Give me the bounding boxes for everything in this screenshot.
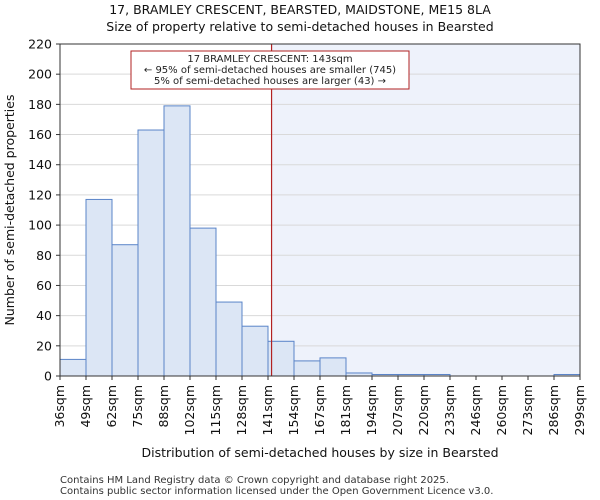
y-axis-ticks: 0 20 40 60 80 100 120 140 160 180 200 220 <box>28 37 60 384</box>
x-tick-label: 246sqm <box>468 385 483 435</box>
annotation-line-address: 17 BRAMLEY CRESCENT: 143sqm <box>187 54 352 65</box>
x-tick-label: 286sqm <box>546 385 561 435</box>
x-tick-label: 207sqm <box>390 385 405 435</box>
bar-36sqm <box>59 358 87 377</box>
x-tick-label: 299sqm <box>572 385 587 435</box>
x-tick-label: 167sqm <box>312 385 327 435</box>
chart-subtitle: Size of property relative to semi-detach… <box>106 19 493 34</box>
bar-167sqm <box>319 357 347 377</box>
x-tick-label: 260sqm <box>494 385 509 435</box>
x-tick-label: 75sqm <box>130 385 145 428</box>
x-tick-label: 49sqm <box>78 385 93 428</box>
larger-properties-region <box>271 44 580 376</box>
y-axis-label: Number of semi-detached properties <box>2 95 17 326</box>
x-tick-label: 194sqm <box>364 385 379 435</box>
y-tick-label: 160 <box>28 127 52 142</box>
x-tick-label: 220sqm <box>416 385 431 435</box>
x-tick-label: 128sqm <box>234 385 249 435</box>
annotation-line-smaller: ← 95% of semi-detached houses are smalle… <box>144 65 396 76</box>
y-tick-label: 60 <box>36 278 52 293</box>
y-tick-label: 140 <box>28 157 52 172</box>
y-tick-label: 20 <box>36 338 52 353</box>
x-tick-label: 154sqm <box>286 385 301 435</box>
x-axis-label: Distribution of semi-detached houses by … <box>141 445 498 460</box>
bar-115sqm <box>215 301 243 377</box>
x-tick-label: 233sqm <box>442 385 457 435</box>
x-tick-label: 62sqm <box>104 385 119 428</box>
bar-49sqm <box>85 198 113 377</box>
x-tick-label: 115sqm <box>208 385 223 435</box>
y-tick-label: 200 <box>28 67 52 82</box>
property-annotation: 17 BRAMLEY CRESCENT: 143sqm ← 95% of sem… <box>130 50 410 90</box>
chart-title-address: 17, BRAMLEY CRESCENT, BEARSTED, MAIDSTON… <box>109 2 491 17</box>
bar-88sqm <box>163 105 191 377</box>
x-tick-label: 273sqm <box>520 385 535 435</box>
annotation-line-larger: 5% of semi-detached houses are larger (4… <box>154 76 386 87</box>
bar-154sqm <box>293 360 321 377</box>
footer-licence: Contains public sector information licen… <box>60 486 493 497</box>
y-tick-label: 220 <box>28 37 52 52</box>
y-tick-label: 180 <box>28 97 52 112</box>
bar-62sqm <box>111 244 139 377</box>
x-tick-label: 88sqm <box>156 385 171 428</box>
x-tick-label: 141sqm <box>260 385 275 435</box>
bar-128sqm <box>241 325 269 377</box>
bars <box>59 105 581 377</box>
bar-102sqm <box>189 227 217 377</box>
y-tick-label: 80 <box>36 248 52 263</box>
x-tick-label: 36sqm <box>52 385 67 428</box>
y-tick-label: 0 <box>44 369 52 384</box>
y-tick-label: 100 <box>28 218 52 233</box>
y-tick-label: 40 <box>36 308 52 323</box>
y-tick-label: 120 <box>28 187 52 202</box>
x-tick-label: 181sqm <box>338 385 353 435</box>
x-axis-ticks: 36sqm 49sqm 62sqm 75sqm 88sqm 102sqm 115sqm 128… <box>52 376 587 435</box>
bar-75sqm <box>137 129 165 377</box>
footer-copyright: Contains HM Land Registry data © Crown c… <box>60 475 449 486</box>
x-tick-label: 102sqm <box>182 385 197 435</box>
annotation-box <box>130 50 410 90</box>
